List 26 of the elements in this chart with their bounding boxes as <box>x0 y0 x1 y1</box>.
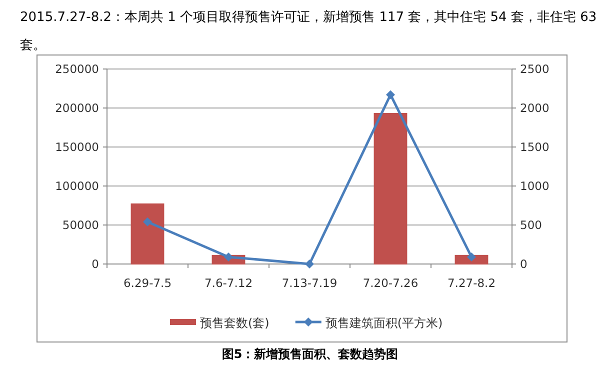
x-tick-label: 7.27-8.2 <box>447 276 496 290</box>
x-tick-label: 7.13-7.19 <box>282 276 338 290</box>
y-tick-label: 50000 <box>62 218 99 232</box>
point <box>305 260 314 268</box>
x-tick-label: 7.6-7.12 <box>204 276 253 290</box>
y-tick-label: 100000 <box>55 179 99 193</box>
y2-tick-label: 1500 <box>520 140 550 154</box>
bar <box>374 112 408 264</box>
y-tick-label: 0 <box>92 257 99 271</box>
text: 图5：新增预售面积、套数趋势图 <box>222 347 398 361</box>
x-tick-label: 6.29-7.5 <box>123 276 172 290</box>
x-tick-label: 7.20-7.26 <box>362 276 418 290</box>
text: 2015.7.27-8.2：本周共 1 个项目取得预售许可证，新增预售 117 套，其中住宅 54 套，非住宅 63 套。 <box>20 9 598 55</box>
y2-tick-label: 0 <box>520 257 528 271</box>
y2-tick-label: 1000 <box>520 179 550 193</box>
y-tick-label: 150000 <box>55 140 99 154</box>
y2-tick-label: 500 <box>520 218 542 232</box>
point <box>143 217 152 226</box>
bar <box>130 203 164 264</box>
point <box>386 90 395 100</box>
y2-tick-label: 2000 <box>520 101 550 115</box>
legend-label: 预售套数(套) <box>200 316 270 330</box>
y-tick-label: 200000 <box>55 101 99 115</box>
y2-tick-label: 2500 <box>520 62 550 76</box>
y-tick-label: 250000 <box>55 62 99 76</box>
legend-label: 预售建筑面积(平方米) <box>325 316 443 330</box>
